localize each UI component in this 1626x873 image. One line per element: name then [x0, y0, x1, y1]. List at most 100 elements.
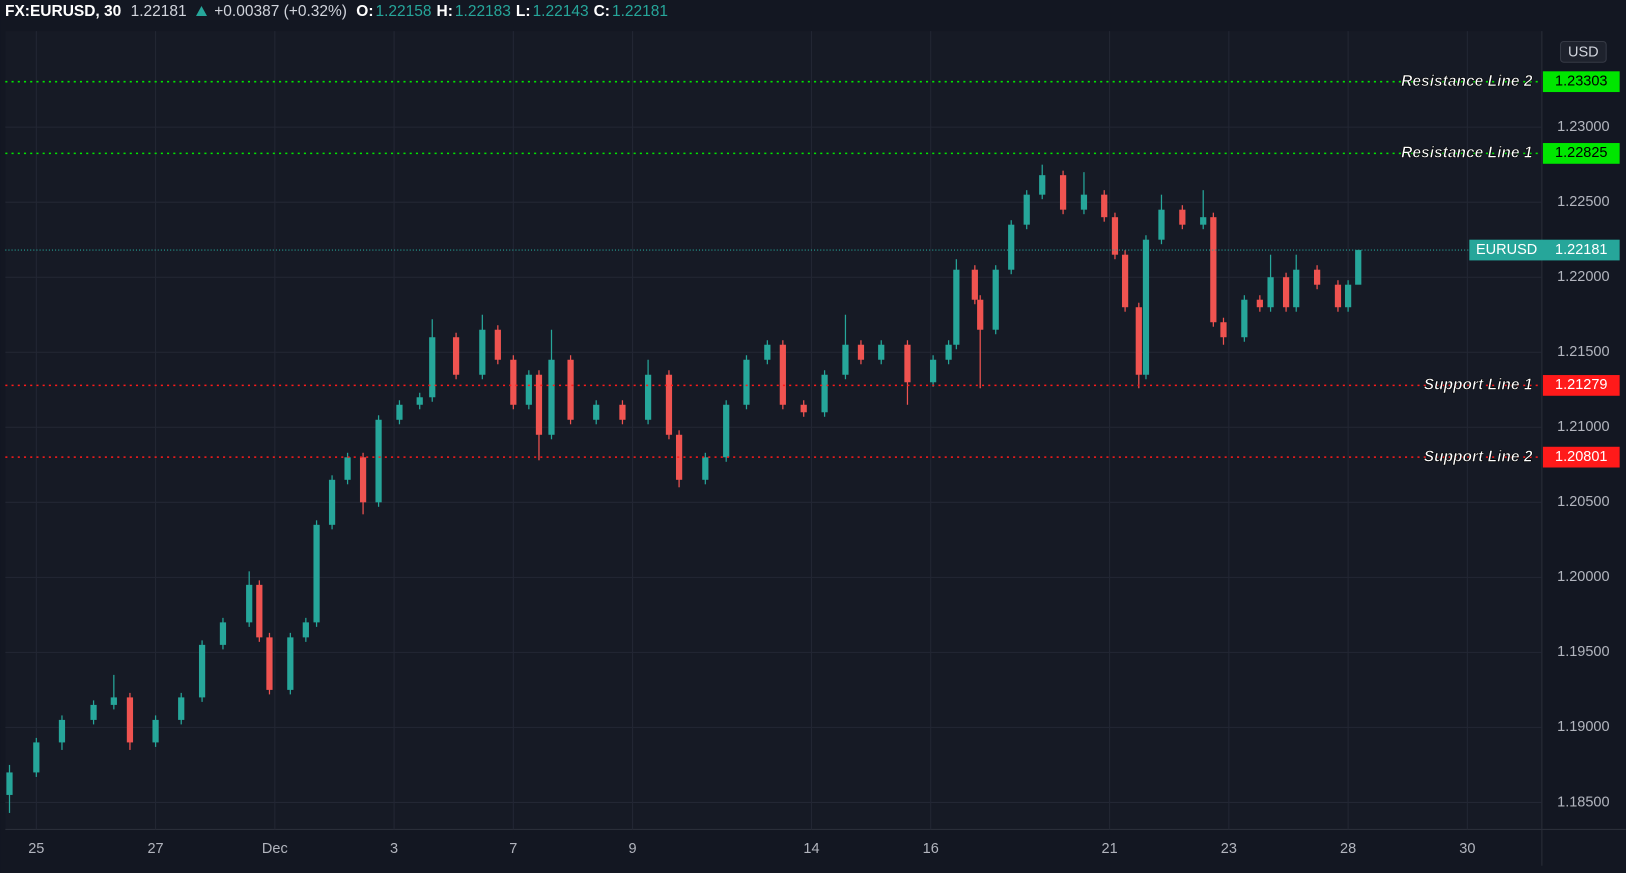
candle-body: [1267, 277, 1274, 308]
candle-body: [723, 404, 730, 458]
candle-body: [1344, 284, 1352, 308]
candle-body: [904, 344, 911, 383]
currency: USD: [1568, 45, 1599, 61]
candle-body: [219, 622, 227, 645]
candle-body: [1101, 194, 1108, 218]
candle-body: [1023, 194, 1030, 225]
ohlc-label: C:: [593, 3, 610, 20]
candle-body: [302, 622, 309, 638]
x-tick-label: 7: [509, 841, 517, 857]
candle-body: [821, 374, 828, 413]
x-tick-label: 27: [148, 841, 164, 857]
candle-body: [593, 404, 600, 420]
candle-body: [1008, 224, 1015, 270]
candle-body: [665, 374, 673, 435]
candle-body: [619, 404, 626, 420]
ohlc-label: L:: [515, 3, 531, 20]
currency-box: [1560, 40, 1607, 63]
level-tag: [1542, 143, 1620, 164]
candle-body: [152, 719, 159, 743]
x-tick-label: Dec: [262, 841, 288, 857]
candle-body: [800, 404, 807, 413]
candle-body: [126, 697, 134, 743]
candle-body: [58, 719, 66, 743]
candle-body: [198, 644, 206, 698]
candle-body: [971, 269, 978, 300]
candle-body: [6, 772, 13, 795]
candle-body: [1241, 299, 1248, 338]
candle-body: [1039, 175, 1046, 195]
overlay: Resistance Line 2 1.23303 Resistance Line …: [5, 71, 1620, 468]
x-tick-label: 3: [390, 841, 398, 857]
candle-body: [1334, 284, 1342, 308]
candle-body: [1200, 217, 1207, 225]
candle-body: [977, 299, 984, 330]
x-tick-label: 16: [923, 841, 939, 857]
candle-body: [256, 584, 263, 638]
y-tick-label: 1.18500: [1557, 794, 1609, 810]
x-tick-label: 21: [1102, 841, 1118, 857]
candle-body: [494, 329, 501, 360]
header: FX:EURUSD, 30 1.22181 +0.00387 (+0.32%) …: [5, 3, 678, 21]
level-tag: [1542, 71, 1620, 93]
symbol: FX:EURUSD, 30: [5, 3, 122, 20]
candle-body: [953, 269, 960, 345]
candle-body: [452, 337, 460, 375]
candle-body: [842, 344, 849, 375]
level-name: Support Line 2: [1424, 448, 1533, 465]
candle-body: [1135, 307, 1142, 375]
candle-body: [857, 344, 865, 360]
candle-body: [313, 524, 320, 623]
candle-body: [396, 404, 403, 420]
candle-body: [567, 359, 574, 420]
candle-body: [644, 374, 652, 420]
ohlc-label: O:: [356, 3, 374, 20]
candle-body: [429, 337, 436, 398]
candle-body: [178, 697, 185, 720]
x-tick-label: 28: [1340, 841, 1356, 857]
candle-body: [1220, 322, 1227, 338]
candle-body: [779, 344, 786, 405]
candle-body: [359, 457, 367, 503]
y-tick-label: 1.21000: [1557, 419, 1609, 435]
y-tick-label: 1.21500: [1557, 344, 1609, 360]
candle-body: [90, 704, 97, 720]
candle-body: [266, 637, 273, 690]
level-name: Support Line 1: [1424, 377, 1533, 394]
candle-body: [1210, 217, 1217, 323]
candle-body: [1111, 217, 1119, 255]
candle-body: [416, 397, 423, 405]
candle-body: [945, 344, 952, 360]
y-tick-label: 1.22000: [1557, 269, 1609, 285]
level-value: 1.22825: [1555, 145, 1607, 161]
y-tick-label: 1.20000: [1557, 569, 1609, 585]
x-tick-label: 14: [803, 841, 819, 857]
candle-body: [1179, 209, 1186, 225]
candle-body: [525, 374, 532, 405]
ohlc-value: 1.22183: [454, 3, 511, 20]
candle-body: [878, 344, 885, 360]
x-tick-label: 9: [629, 841, 637, 857]
candle-body: [1355, 250, 1362, 285]
y-tick-label: 1.22500: [1557, 194, 1609, 210]
y-tick-label: 1.19000: [1557, 719, 1609, 735]
level-name: Resistance Line 2: [1401, 73, 1533, 90]
last-price-value: 1.22181: [1555, 242, 1607, 258]
candle-body: [548, 359, 555, 435]
last-price-name: EURUSD: [1476, 242, 1537, 258]
last-price: 1.22181: [130, 3, 187, 20]
level-value: 1.23303: [1555, 74, 1607, 90]
level-value: 1.21279: [1555, 377, 1607, 393]
candle-body: [33, 742, 40, 773]
y-tick-label: 1.19500: [1557, 644, 1609, 660]
candle-body: [287, 637, 294, 690]
candle-body: [479, 329, 486, 375]
candle-body: [1158, 209, 1165, 240]
candle-body: [344, 457, 351, 480]
ohlc-label: H:: [436, 3, 453, 20]
ohlc-value: 1.22181: [611, 3, 668, 20]
candle-body: [1142, 239, 1150, 375]
candle-body: [1059, 175, 1067, 210]
y-tick-label: 1.20500: [1557, 494, 1609, 510]
